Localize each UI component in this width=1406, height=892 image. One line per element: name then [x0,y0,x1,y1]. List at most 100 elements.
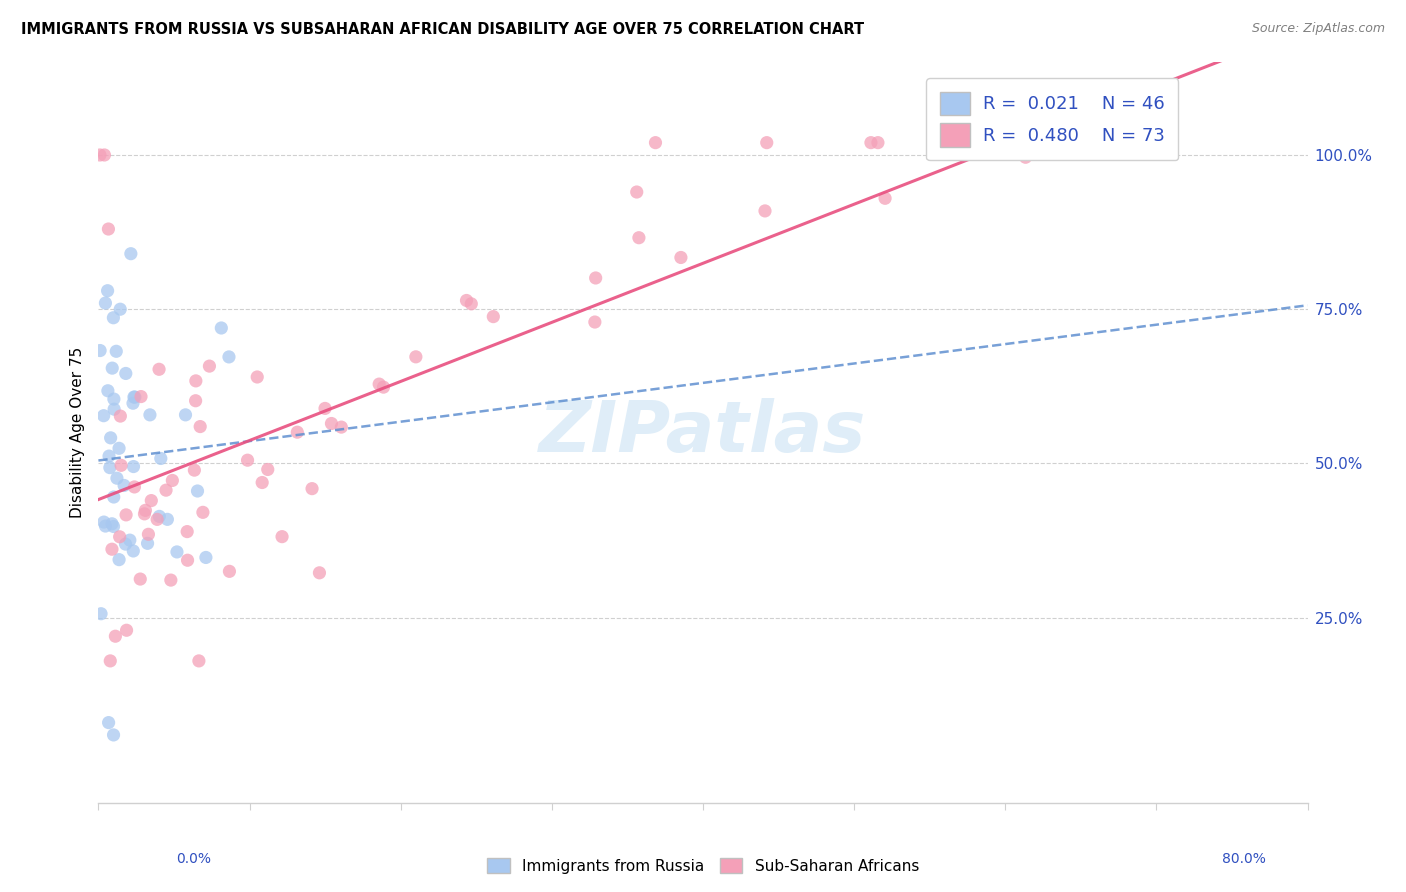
Point [460,297,482,311]
Point [1067,136,1090,150]
Point [236,453,259,467]
Point [108,552,131,566]
Point [100,431,122,445]
Point [118,533,141,548]
Point [115,624,138,638]
Point [162,474,184,488]
Point [101,542,124,557]
Point [146,512,169,526]
Point [626,185,648,199]
Point [156,512,179,526]
Text: 80.0%: 80.0% [1222,852,1265,866]
Point [129,572,152,586]
Text: Source: ZipAtlas.com: Source: ZipAtlas.com [1251,22,1385,36]
Point [105,471,128,485]
Point [122,390,145,404]
Point [627,230,650,244]
Point [103,402,125,417]
Point [124,480,146,494]
Point [1160,136,1182,150]
Point [942,136,965,150]
Point [134,503,156,517]
Point [330,420,353,434]
Point [93,515,115,529]
Point [184,393,207,408]
Point [115,508,138,522]
Point [134,507,156,521]
Point [1014,136,1036,150]
Point [93,148,115,162]
Point [112,478,135,492]
Point [405,350,427,364]
Point [1014,150,1036,164]
Point [114,367,136,381]
Point [141,493,163,508]
Point [166,545,188,559]
Point [859,136,882,150]
Point [94,296,117,310]
Point [101,361,124,376]
Point [1104,136,1126,150]
Point [103,392,125,406]
Point [250,475,273,490]
Point [98,460,121,475]
Point [108,530,131,544]
Point [136,536,159,550]
Point [209,321,232,335]
Point [176,553,198,567]
Point [194,550,217,565]
Point [246,370,269,384]
Point [942,136,965,150]
Point [148,362,170,376]
Point [97,715,120,730]
Point [321,417,343,431]
Point [1073,136,1095,150]
Point [149,451,172,466]
Point [373,380,395,394]
Point [1025,136,1047,150]
Point [97,284,120,298]
Point [101,516,124,531]
Point [482,310,505,324]
Point [174,408,197,422]
Point [94,519,117,533]
Point [218,350,240,364]
Point [139,408,162,422]
Point [122,459,145,474]
Point [669,251,692,265]
Point [218,565,240,579]
Point [120,246,142,260]
Point [114,537,136,551]
Point [97,384,120,398]
Point [122,544,145,558]
Point [754,203,776,218]
Point [98,654,121,668]
Point [191,505,214,519]
Point [186,483,208,498]
Point [103,310,125,325]
Point [368,377,391,392]
Point [110,302,132,317]
Legend: Immigrants from Russia, Sub-Saharan Africans: Immigrants from Russia, Sub-Saharan Afri… [481,852,925,880]
Point [160,573,183,587]
Text: IMMIGRANTS FROM RUSSIA VS SUBSAHARAN AFRICAN DISABILITY AGE OVER 75 CORRELATION : IMMIGRANTS FROM RUSSIA VS SUBSAHARAN AFR… [21,22,865,37]
Point [89,343,111,358]
Point [583,315,606,329]
Point [308,566,330,580]
Point [103,490,125,504]
Point [105,344,128,359]
Point [184,374,207,388]
Point [271,530,294,544]
Point [124,390,146,404]
Point [122,396,145,410]
Point [755,136,778,150]
Legend: R =  0.021    N = 46, R =  0.480    N = 73: R = 0.021 N = 46, R = 0.480 N = 73 [927,78,1178,161]
Point [155,483,177,498]
Point [1128,136,1150,150]
Point [866,136,889,150]
Point [314,401,336,416]
Text: 0.0%: 0.0% [176,852,211,866]
Point [969,136,991,150]
Point [585,271,607,285]
Point [188,419,211,434]
